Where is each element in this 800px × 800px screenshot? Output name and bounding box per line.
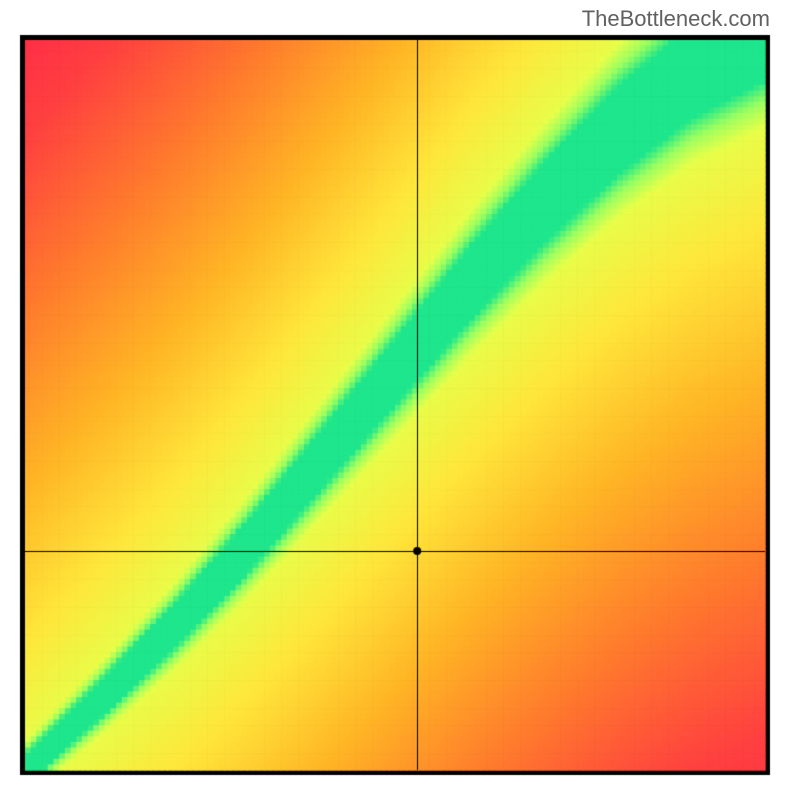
watermark-text: TheBottleneck.com — [582, 6, 770, 32]
bottleneck-heatmap — [0, 0, 800, 800]
chart-container: TheBottleneck.com — [0, 0, 800, 800]
